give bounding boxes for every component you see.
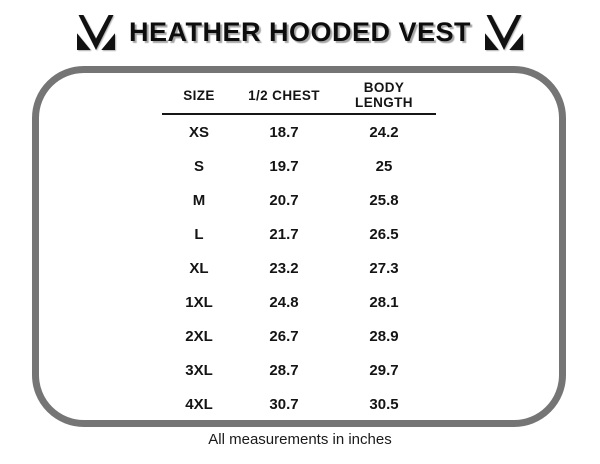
- size-cell: 2XL: [185, 327, 213, 345]
- chest-cell: 28.7: [269, 361, 299, 379]
- table-row: L 21.7 26.5: [162, 217, 436, 251]
- body-length-cell: 28.9: [369, 327, 399, 345]
- chest-cell: 23.2: [269, 259, 299, 277]
- chest-cell: 30.7: [269, 395, 299, 413]
- table-row: XL 23.2 27.3: [162, 251, 436, 285]
- header: HEATHER HOODED VEST: [0, 6, 600, 58]
- size-cell: 3XL: [185, 361, 213, 379]
- body-length-cell: 27.3: [369, 259, 399, 277]
- size-cell: L: [194, 225, 204, 243]
- header-divider: [162, 113, 436, 115]
- body-length-cell: 25.8: [369, 191, 399, 209]
- body-length-cell: 26.5: [369, 225, 399, 243]
- column-header-body-length: BODY LENGTH: [355, 80, 413, 110]
- table-row: XS 18.7 24.2: [162, 115, 436, 149]
- size-table: SIZE 1/2 CHEST BODY LENGTH XS 18.7 24.2 …: [162, 73, 436, 420]
- table-row: 3XL 28.7 29.7: [162, 353, 436, 387]
- table-row: 2XL 26.7 28.9: [162, 319, 436, 353]
- size-chart-panel: SIZE 1/2 CHEST BODY LENGTH XS 18.7 24.2 …: [32, 66, 566, 427]
- size-cell: 1XL: [185, 293, 213, 311]
- column-header-half-chest: 1/2 CHEST: [248, 87, 320, 103]
- measurements-note: All measurements in inches: [208, 431, 392, 448]
- body-length-cell: 30.5: [369, 395, 399, 413]
- chest-cell: 19.7: [269, 157, 299, 175]
- size-cell: S: [193, 157, 204, 175]
- body-length-cell: 24.2: [369, 123, 399, 141]
- table-header-row: SIZE 1/2 CHEST BODY LENGTH: [162, 77, 436, 113]
- footer: All measurements in inches: [0, 431, 600, 448]
- chest-cell: 18.7: [269, 123, 299, 141]
- table-row: M 20.7 25.8: [162, 183, 436, 217]
- brand-logo-right-icon: [485, 14, 524, 50]
- brand-logo-left-icon: [76, 14, 115, 50]
- size-cell: 4XL: [185, 395, 213, 413]
- chest-cell: 24.8: [269, 293, 299, 311]
- size-cell: XS: [188, 123, 209, 141]
- body-length-cell: 25: [375, 157, 393, 175]
- table-row: S 19.7 25: [162, 149, 436, 183]
- chest-cell: 20.7: [269, 191, 299, 209]
- size-cell: M: [192, 191, 206, 209]
- chest-cell: 26.7: [269, 327, 299, 345]
- body-length-cell: 29.7: [369, 361, 399, 379]
- table-row: 1XL 24.8 28.1: [162, 285, 436, 319]
- chest-cell: 21.7: [269, 225, 299, 243]
- column-header-size: SIZE: [183, 87, 215, 103]
- table-row: 4XL 30.7 30.5: [162, 387, 436, 420]
- body-length-cell: 28.1: [369, 293, 399, 311]
- page-title: HEATHER HOODED VEST: [128, 16, 472, 47]
- size-cell: XL: [189, 259, 209, 277]
